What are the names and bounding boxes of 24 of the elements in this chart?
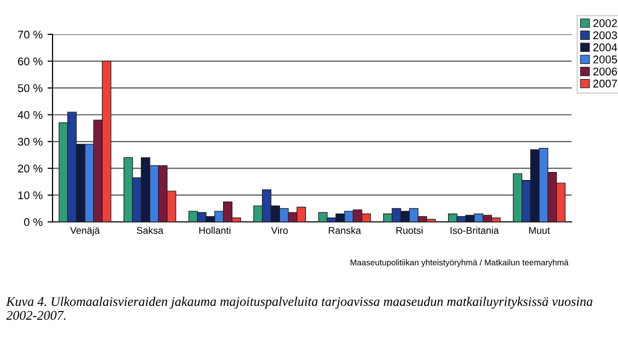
y-tick-label: 70 % [18,30,42,39]
text: Maaseutupolitiikan yhteistyöryhmä / Matkailun teemaryhmä [350,259,569,268]
legend-label: 2002 [593,19,617,28]
y-tick-label: 0 % [24,218,42,226]
x-tick-label: Hollanti [199,226,230,234]
x-tick-label: Muut [529,227,550,234]
legend-label: 2003 [593,31,617,40]
x-tick-label: Viro [271,226,288,234]
legend-label: 2006 [593,68,617,76]
x-tick-label: Ranska [328,226,362,234]
y-tick-label: 40 % [18,111,42,119]
legend-label: 2005 [593,56,618,64]
x-tick-label: Iso-Britania [450,226,499,234]
x-tick-label: Saksa [136,226,164,234]
y-tick-label: 30 % [18,138,42,146]
legend-label: 2004 [593,43,618,52]
x-tick-label: Venäjä [70,226,100,236]
y-tick-label: 60 % [18,57,42,66]
y-tick-label: 10 % [18,191,42,200]
text: Kuva 4. Ulkomaalaisvieraiden jakauma majoituspalveluita tarjoavissa maaseudun matkailuyrityksissä vuosina 2002-2007. [6,296,592,320]
y-tick-label: 50 % [18,84,42,92]
y-tick-label: 20 % [18,164,42,172]
legend-label: 2007 [593,80,617,88]
x-tick-label: Ruotsi [396,226,423,234]
